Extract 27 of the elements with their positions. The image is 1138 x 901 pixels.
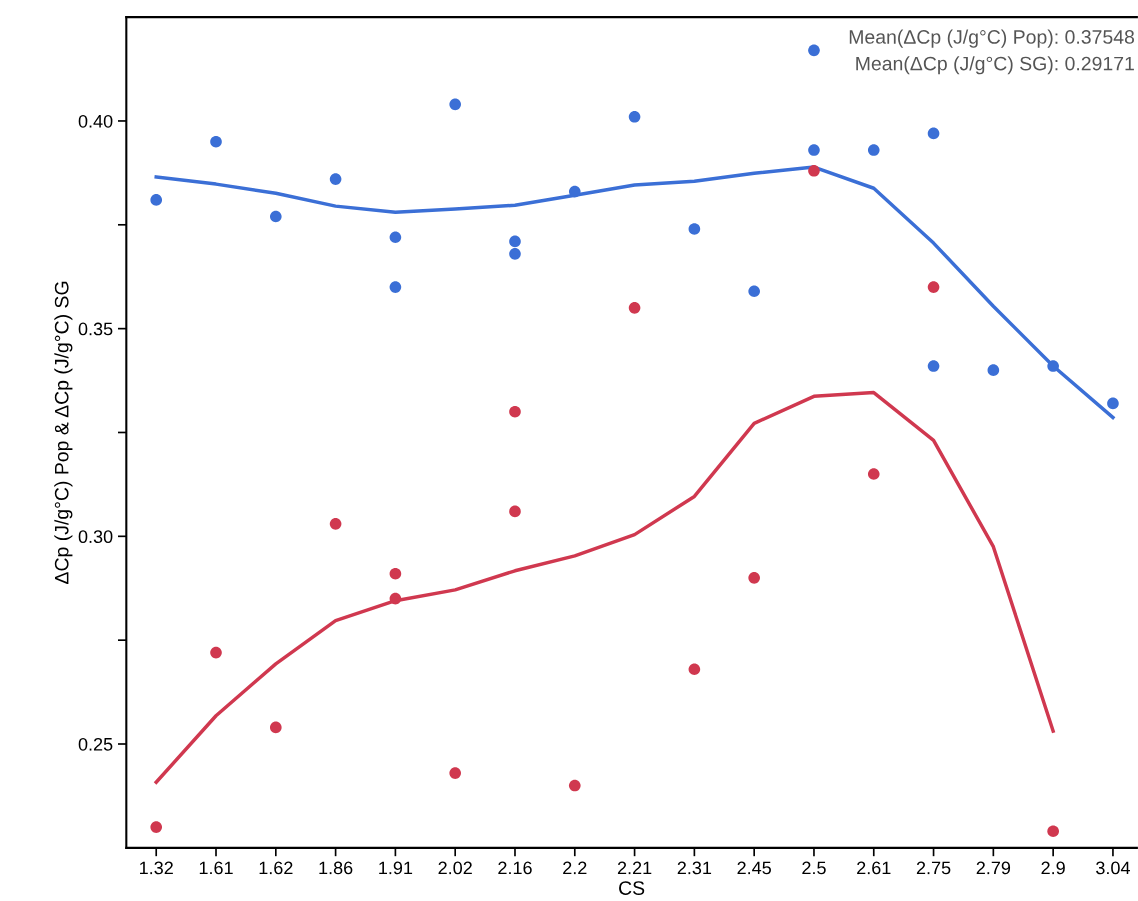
line-series: [154, 165, 1115, 420]
x-tick-label: 1.61: [199, 861, 233, 875]
x-tick-label: 1.32: [140, 861, 173, 875]
annotation: Mean(ΔCp (J/g°C) SG): 0.29171: [856, 56, 1134, 75]
x-tick-label: 3.04: [1096, 861, 1130, 875]
x-tick-label: 1.86: [319, 861, 353, 875]
line-series: [154, 390, 1055, 784]
annotation: Mean(ΔCp (J/g°C) Pop): 0.37548: [849, 29, 1135, 48]
x-tick-label: 1.91: [379, 861, 413, 875]
y-tick-label: 0.35: [78, 322, 113, 336]
x-axis-title: CS: [619, 881, 645, 895]
x-tick-label: 2.02: [438, 861, 472, 875]
y-tick-label: 0.30: [78, 530, 113, 544]
x-tick-label: 2.45: [737, 861, 771, 875]
y-axis-title: ΔCp (J/g°C) Pop & ΔCp (J/g°C) SG: [54, 281, 73, 584]
y-tick-label: 0.25: [78, 737, 113, 751]
x-tick-label: 2.9: [1041, 861, 1065, 875]
x-tick-label: 2.16: [498, 861, 532, 875]
y-tick-label: 0.40: [78, 114, 113, 128]
x-tick-label: 2.75: [916, 861, 951, 875]
x-tick-label: 2.5: [802, 861, 826, 875]
x-tick-label: 2.61: [857, 861, 891, 875]
x-tick-label: 1.62: [259, 861, 293, 875]
x-tick-label: 2.21: [617, 861, 652, 875]
x-tick-label: 2.31: [677, 861, 712, 875]
x-tick-label: 2.79: [976, 861, 1011, 875]
x-tick-label: 2.2: [563, 861, 587, 875]
